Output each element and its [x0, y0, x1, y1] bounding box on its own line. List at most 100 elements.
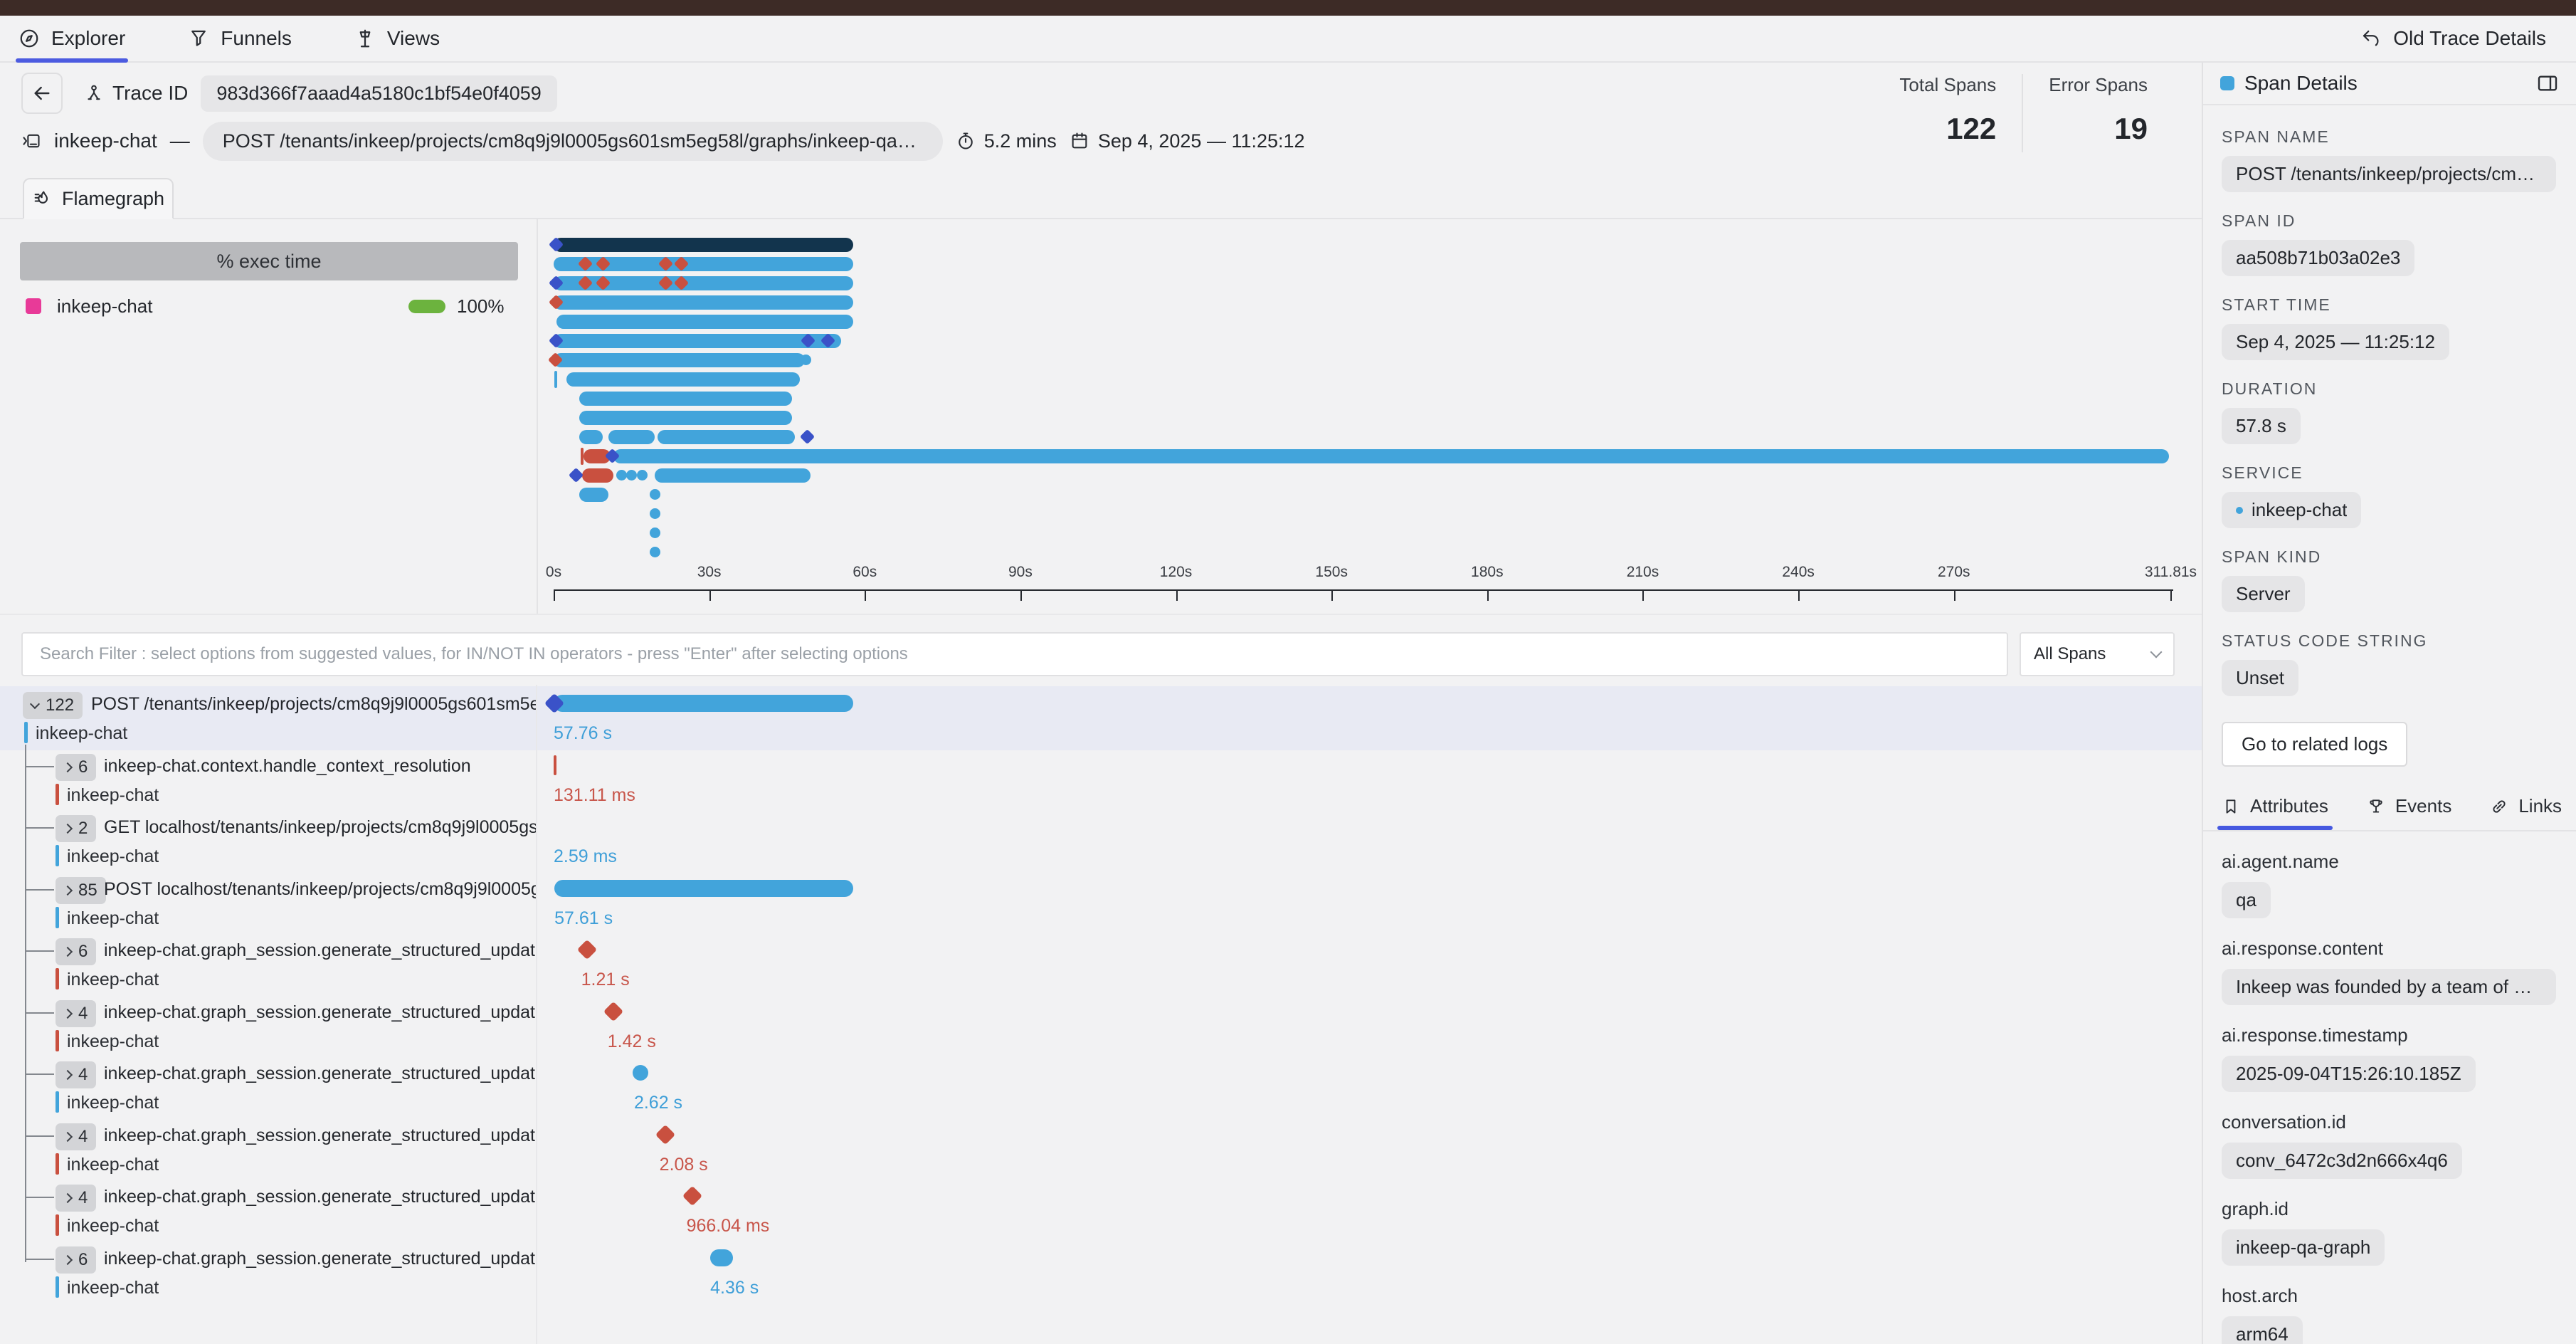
- detail-field-label: STATUS CODE STRING: [2222, 631, 2428, 650]
- span-dot[interactable]: [650, 527, 661, 538]
- flamegraph-span-bar[interactable]: [582, 468, 613, 483]
- attribute-value[interactable]: Inkeep was founded by a team of eigh...: [2222, 969, 2556, 1005]
- span-circle[interactable]: [632, 1065, 648, 1081]
- flamegraph-span-bar[interactable]: [554, 238, 854, 252]
- expand-span-badge[interactable]: 6: [56, 1246, 97, 1274]
- span-name[interactable]: inkeep-chat.graph_session.generate_struc…: [104, 1064, 536, 1083]
- flamegraph-span-bar[interactable]: [554, 257, 854, 271]
- axis-tick-mark: [1020, 589, 1022, 601]
- service-legend-row[interactable]: inkeep-chat 100%: [20, 289, 518, 323]
- expand-span-badge[interactable]: 2: [56, 815, 97, 842]
- waterfall-span-bar[interactable]: [710, 1249, 734, 1266]
- expand-span-badge[interactable]: 6: [56, 753, 97, 781]
- detail-field-value-text: POST /tenants/inkeep/projects/cm8q9j...: [2236, 163, 2542, 184]
- flamegraph-span-bar[interactable]: [554, 353, 806, 367]
- flamegraph-span-bar[interactable]: [613, 449, 2170, 463]
- flamegraph-span-bar[interactable]: [608, 430, 655, 444]
- expand-span-badge[interactable]: 6: [56, 938, 97, 965]
- go-to-related-logs-button[interactable]: Go to related logs: [2222, 722, 2408, 767]
- span-dot[interactable]: [616, 470, 627, 481]
- flamegraph-span-bar[interactable]: [657, 430, 795, 444]
- flamegraph-span-bar[interactable]: [554, 295, 854, 310]
- flamegraph-span-bar[interactable]: [584, 449, 611, 463]
- tabs-divider: [2203, 830, 2576, 831]
- span-dot[interactable]: [636, 470, 648, 481]
- error-span-diamond[interactable]: [576, 939, 597, 960]
- span-dot[interactable]: [801, 355, 812, 365]
- collapse-span-badge[interactable]: 122: [23, 692, 83, 719]
- attribute-value[interactable]: 2025-09-04T15:26:10.185Z: [2222, 1056, 2476, 1092]
- detail-field-value[interactable]: Server: [2222, 576, 2305, 612]
- search-filter-input[interactable]: [21, 632, 2008, 676]
- span-name[interactable]: inkeep-chat.graph_session.generate_struc…: [104, 1248, 536, 1269]
- detail-field-value[interactable]: POST /tenants/inkeep/projects/cm8q9j...: [2222, 156, 2556, 192]
- attribute-value[interactable]: qa: [2222, 882, 2271, 918]
- span-link-diamond[interactable]: [799, 429, 815, 445]
- axis-tick-label: 90s: [1008, 564, 1033, 580]
- flamegraph-span-bar[interactable]: [579, 392, 793, 406]
- span-service-name: inkeep-chat: [67, 1216, 159, 1236]
- span-dot[interactable]: [650, 508, 661, 519]
- error-span-diamond[interactable]: [655, 1124, 675, 1145]
- flamegraph-span-bar[interactable]: [566, 372, 801, 387]
- span-dot[interactable]: [787, 355, 798, 365]
- axis-tick-label: 270s: [1937, 564, 1970, 580]
- expand-span-badge[interactable]: 4: [56, 999, 97, 1027]
- flamegraph-span-bar[interactable]: [579, 488, 608, 502]
- flamegraph-span-bar[interactable]: [579, 411, 793, 425]
- span-name[interactable]: inkeep-chat.graph_session.generate_struc…: [104, 1002, 536, 1022]
- back-button[interactable]: [21, 73, 63, 114]
- span-dot[interactable]: [650, 489, 661, 500]
- span-scope-select[interactable]: All Spans: [2020, 632, 2175, 676]
- error-span-diamond[interactable]: [682, 1185, 702, 1207]
- span-name[interactable]: inkeep-chat.graph_session.generate_struc…: [104, 1125, 536, 1145]
- detail-field-value[interactable]: Sep 4, 2025 — 11:25:12: [2222, 324, 2449, 360]
- detail-field-value[interactable]: inkeep-chat: [2222, 492, 2362, 528]
- trace-id-value[interactable]: 983d366f7aaad4a5180c1bf54e0f4059: [201, 75, 557, 112]
- expand-span-badge[interactable]: 85: [56, 876, 106, 904]
- span-name[interactable]: inkeep-chat.graph_session.generate_struc…: [104, 1187, 536, 1207]
- endpoint-pill[interactable]: POST /tenants/inkeep/projects/cm8q9j9l00…: [202, 121, 943, 161]
- span-name[interactable]: inkeep-chat.graph_session.generate_struc…: [104, 940, 536, 960]
- waterfall-span-bar[interactable]: [554, 695, 853, 712]
- attribute-value[interactable]: arm64: [2222, 1316, 2303, 1344]
- error-tick[interactable]: [580, 448, 584, 465]
- error-span-diamond[interactable]: [603, 1001, 623, 1022]
- service-color-tick: [56, 845, 59, 866]
- error-span-tick[interactable]: [554, 755, 556, 775]
- tab-attributes[interactable]: Attributes: [2217, 795, 2333, 830]
- old-trace-details-link[interactable]: Old Trace Details: [2360, 16, 2546, 61]
- tab-funnels[interactable]: Funnels: [188, 16, 292, 61]
- span-dot[interactable]: [650, 547, 661, 557]
- span-tick[interactable]: [554, 371, 558, 388]
- span-link-diamond[interactable]: [569, 467, 584, 483]
- attribute-value[interactable]: inkeep-qa-graph: [2222, 1229, 2385, 1266]
- panel-collapse-icon[interactable]: [2536, 72, 2559, 95]
- flamegraph-span-bar[interactable]: [556, 315, 854, 329]
- detail-field-value[interactable]: Unset: [2222, 660, 2298, 696]
- span-dot[interactable]: [626, 470, 638, 481]
- attribute-key: host.arch: [2222, 1285, 2298, 1306]
- tab-label: Funnels: [221, 27, 292, 49]
- expand-span-badge[interactable]: 4: [56, 1123, 97, 1150]
- span-name[interactable]: POST localhost/tenants/inkeep/projects/c…: [104, 878, 536, 899]
- detail-field-value[interactable]: 57.8 s: [2222, 408, 2301, 444]
- flamegraph-span-bar[interactable]: [554, 334, 842, 348]
- expand-span-badge[interactable]: 4: [56, 1185, 97, 1212]
- tab-flamegraph[interactable]: Flamegraph: [23, 178, 174, 219]
- expand-span-badge[interactable]: 4: [56, 1061, 97, 1088]
- flamegraph-span-bar[interactable]: [579, 430, 603, 444]
- flamegraph-span-bar[interactable]: [655, 468, 811, 483]
- tab-events[interactable]: Events: [2367, 795, 2451, 830]
- span-name[interactable]: inkeep-chat.context.handle_context_resol…: [104, 755, 471, 776]
- tab-links[interactable]: Links: [2490, 795, 2562, 830]
- span-name[interactable]: GET localhost/tenants/inkeep/projects/cm…: [104, 817, 536, 837]
- tab-explorer[interactable]: Explorer: [16, 16, 129, 63]
- detail-field-value[interactable]: aa508b71b03a02e3: [2222, 240, 2415, 276]
- flamegraph-span-bar[interactable]: [554, 276, 854, 290]
- waterfall-span-bar[interactable]: [554, 879, 853, 897]
- tree-connector-stub: [26, 888, 54, 891]
- span-name[interactable]: POST /tenants/inkeep/projects/cm8q9j9l00…: [91, 694, 536, 714]
- tab-views[interactable]: Views: [354, 16, 440, 61]
- attribute-value[interactable]: conv_6472c3d2n666x4q6: [2222, 1143, 2462, 1179]
